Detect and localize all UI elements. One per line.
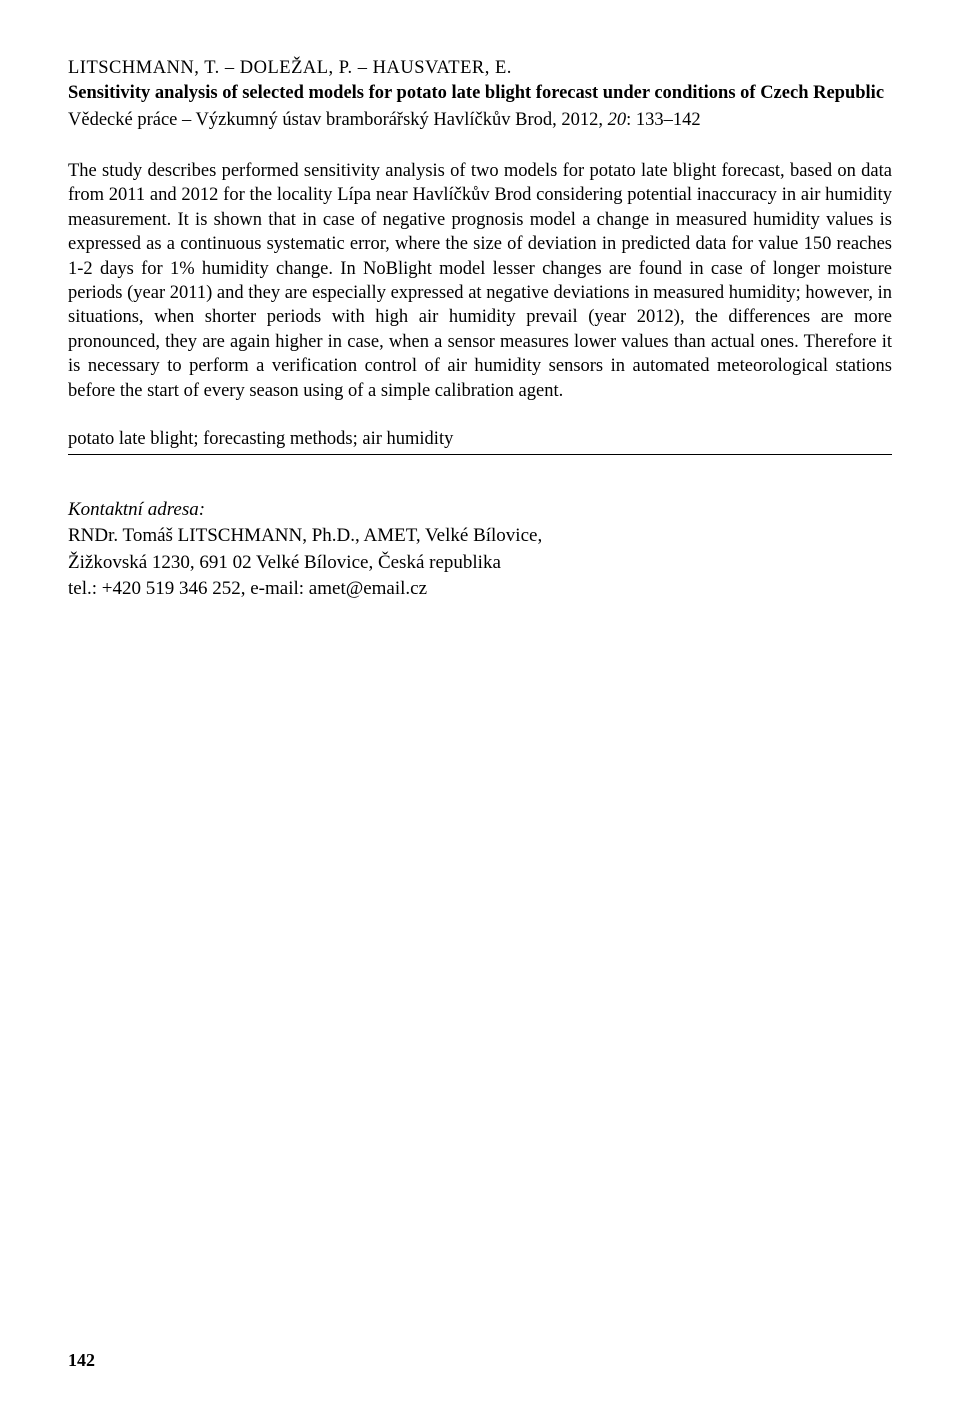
- citation-pages: : 133–142: [626, 110, 701, 130]
- page-number: 142: [68, 1350, 95, 1371]
- divider-line: [68, 454, 892, 455]
- paper-title: Sensitivity analysis of selected models …: [68, 81, 892, 106]
- contact-phone-email: tel.: +420 519 346 252, e-mail: amet@ema…: [68, 576, 892, 603]
- keywords-line: potato late blight; forecasting methods;…: [68, 429, 892, 450]
- citation-line: Vědecké práce – Výzkumný ústav bramborář…: [68, 108, 892, 133]
- contact-name: RNDr. Tomáš LITSCHMANN, Ph.D., AMET, Vel…: [68, 523, 892, 550]
- citation-prefix: Vědecké práce – Výzkumný ústav bramborář…: [68, 110, 608, 130]
- abstract-text: The study describes performed sensitivit…: [68, 159, 892, 403]
- citation-volume: 20: [608, 110, 627, 130]
- contact-address: Žižkovská 1230, 691 02 Velké Bílovice, Č…: [68, 550, 892, 577]
- authors-line: LITSCHMANN, T. – DOLEŽAL, P. – HAUSVATER…: [68, 58, 892, 79]
- contact-label: Kontaktní adresa:: [68, 499, 892, 521]
- contact-section: Kontaktní adresa: RNDr. Tomáš LITSCHMANN…: [68, 499, 892, 603]
